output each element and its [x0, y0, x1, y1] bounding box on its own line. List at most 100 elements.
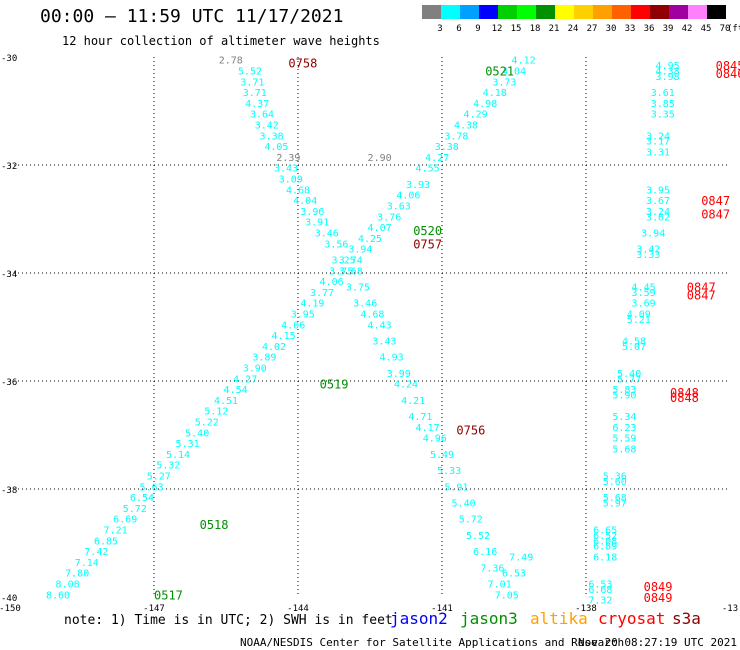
satellite-legend-s3a: s3a	[672, 609, 701, 628]
color-scale-swatch	[688, 5, 707, 19]
swh-point: 4.45	[632, 283, 656, 294]
swh-point: 7.21	[104, 526, 128, 537]
color-scale-label: 70	[720, 24, 731, 34]
footnote: note: 1) Time is in UTC; 2) SWH is in fe…	[64, 613, 393, 628]
swh-point: 3.24	[646, 207, 670, 218]
swh-point: 3.98	[656, 72, 680, 83]
swh-point: 5.36	[603, 472, 627, 483]
swh-point: 5.27	[147, 472, 171, 483]
color-scale-swatch	[517, 5, 536, 19]
swh-point: 3.09	[279, 175, 303, 186]
swh-point: 4.43	[368, 320, 392, 331]
color-scale-label: 42	[682, 24, 693, 34]
swh-point: 4.38	[454, 121, 478, 132]
swh-point: 4.02	[262, 342, 286, 353]
swh-point: 4.71	[408, 412, 432, 423]
swh-point: 3.73	[492, 77, 516, 88]
color-scale-label: 36	[644, 24, 655, 34]
swh-point: 4.68	[360, 310, 384, 321]
swh-point: 3.59	[632, 288, 656, 299]
swh-point: 6.89	[593, 542, 617, 553]
swh-point: 4.58	[622, 337, 646, 348]
satellite-legend-jason3: jason3	[460, 609, 518, 628]
swh-point: 3.89	[252, 353, 276, 364]
pass-time-label: 0518	[200, 518, 229, 532]
color-scale-swatch	[479, 5, 498, 19]
swh-point: 3.17	[646, 137, 670, 148]
y-tick-label: -32	[1, 162, 17, 172]
pass-time-label: 0849	[644, 591, 673, 605]
swh-point: 3.90	[243, 364, 267, 375]
x-tick-label: -147	[143, 604, 165, 614]
swh-point: 7.05	[495, 590, 519, 601]
swh-point: 6.53	[502, 569, 526, 580]
swh-point: 7.36	[480, 563, 504, 574]
swh-point: 3.43	[372, 337, 396, 348]
swh-point: 5.40	[617, 369, 641, 380]
swh-point: 3.25	[332, 256, 356, 267]
pass-time-label: 0847	[687, 289, 716, 303]
color-scale-swatch	[460, 5, 479, 19]
swh-point: 6.69	[113, 515, 137, 526]
swh-point: 5.14	[166, 450, 190, 461]
y-tick-label: -38	[1, 486, 17, 496]
swh-point: 6.16	[473, 547, 497, 558]
chart-axes: -30 -32 -34 -36 -38 -40-150 -147 -144 -141 -138 -1…	[0, 54, 738, 614]
swh-point: 3.96	[300, 207, 324, 218]
swh-point: 4.18	[483, 88, 507, 99]
swh-point: 3.38	[260, 131, 284, 142]
swh-point: 4.98	[473, 99, 497, 110]
swh-point: 4.06	[320, 277, 344, 288]
swh-point: 4.27	[233, 374, 257, 385]
swh-point: 3.71	[240, 77, 264, 88]
swh-point: 7.49	[509, 553, 533, 564]
swh-point: 5.33	[437, 466, 461, 477]
swh-point: 4.05	[264, 142, 288, 153]
color-scale-swatch	[498, 5, 517, 19]
y-tick-label: -36	[1, 378, 17, 388]
swh-point: 5.68	[612, 445, 636, 456]
swh-point: 7.32	[588, 596, 612, 607]
swh-point: 5.40	[452, 499, 476, 510]
pass-time-label: 0847	[701, 194, 730, 208]
swh-point: 6.53	[588, 580, 612, 591]
color-scale-unit: (ft)	[727, 24, 740, 34]
swh-point: 4.96	[423, 434, 447, 445]
swh-point: 5.52	[466, 531, 490, 542]
swh-point: 4.12	[512, 56, 536, 67]
pass-time-label: 0517	[154, 588, 183, 602]
swh-point: 3.94	[348, 245, 372, 256]
swh-point: 3.64	[250, 110, 274, 121]
swh-point: 5.52	[238, 67, 262, 78]
x-tick-label: -144	[287, 604, 309, 614]
swh-point: 5.07	[622, 342, 646, 353]
swh-point: 4.27	[425, 153, 449, 164]
swh-point: 4.04	[502, 67, 526, 78]
page-title: 00:00 – 11:59 UTC 11/17/2021	[40, 6, 344, 27]
pass-time-label: 0846	[716, 67, 740, 81]
color-scale-swatch	[422, 5, 441, 19]
swh-point: 3.42	[255, 121, 279, 132]
color-scale-swatch	[612, 5, 631, 19]
swh-point: 6.08	[593, 536, 617, 547]
x-tick-label: -141	[431, 604, 453, 614]
color-scale-label: 24	[568, 24, 579, 34]
color-scale-label: 6	[456, 24, 461, 34]
pass-time-label: 0848	[670, 391, 699, 405]
swh-point: 4.25	[358, 234, 382, 245]
swh-point: 2.39	[276, 153, 300, 164]
swh-point: 3.69	[632, 299, 656, 310]
swh-point: 4.93	[380, 353, 404, 364]
swh-point: 5.97	[603, 499, 627, 510]
swh-point: 6.54	[130, 493, 154, 504]
swh-point: 3.74	[339, 256, 363, 267]
pass-time-label: 0845	[716, 59, 740, 73]
swh-point: 8.60	[46, 590, 70, 601]
swh-point: 5.12	[204, 407, 228, 418]
y-tick-label: -30	[1, 54, 17, 64]
color-scale-swatch	[441, 5, 460, 19]
swh-point: 3.56	[324, 239, 348, 250]
swh-point: 5.21	[627, 315, 651, 326]
